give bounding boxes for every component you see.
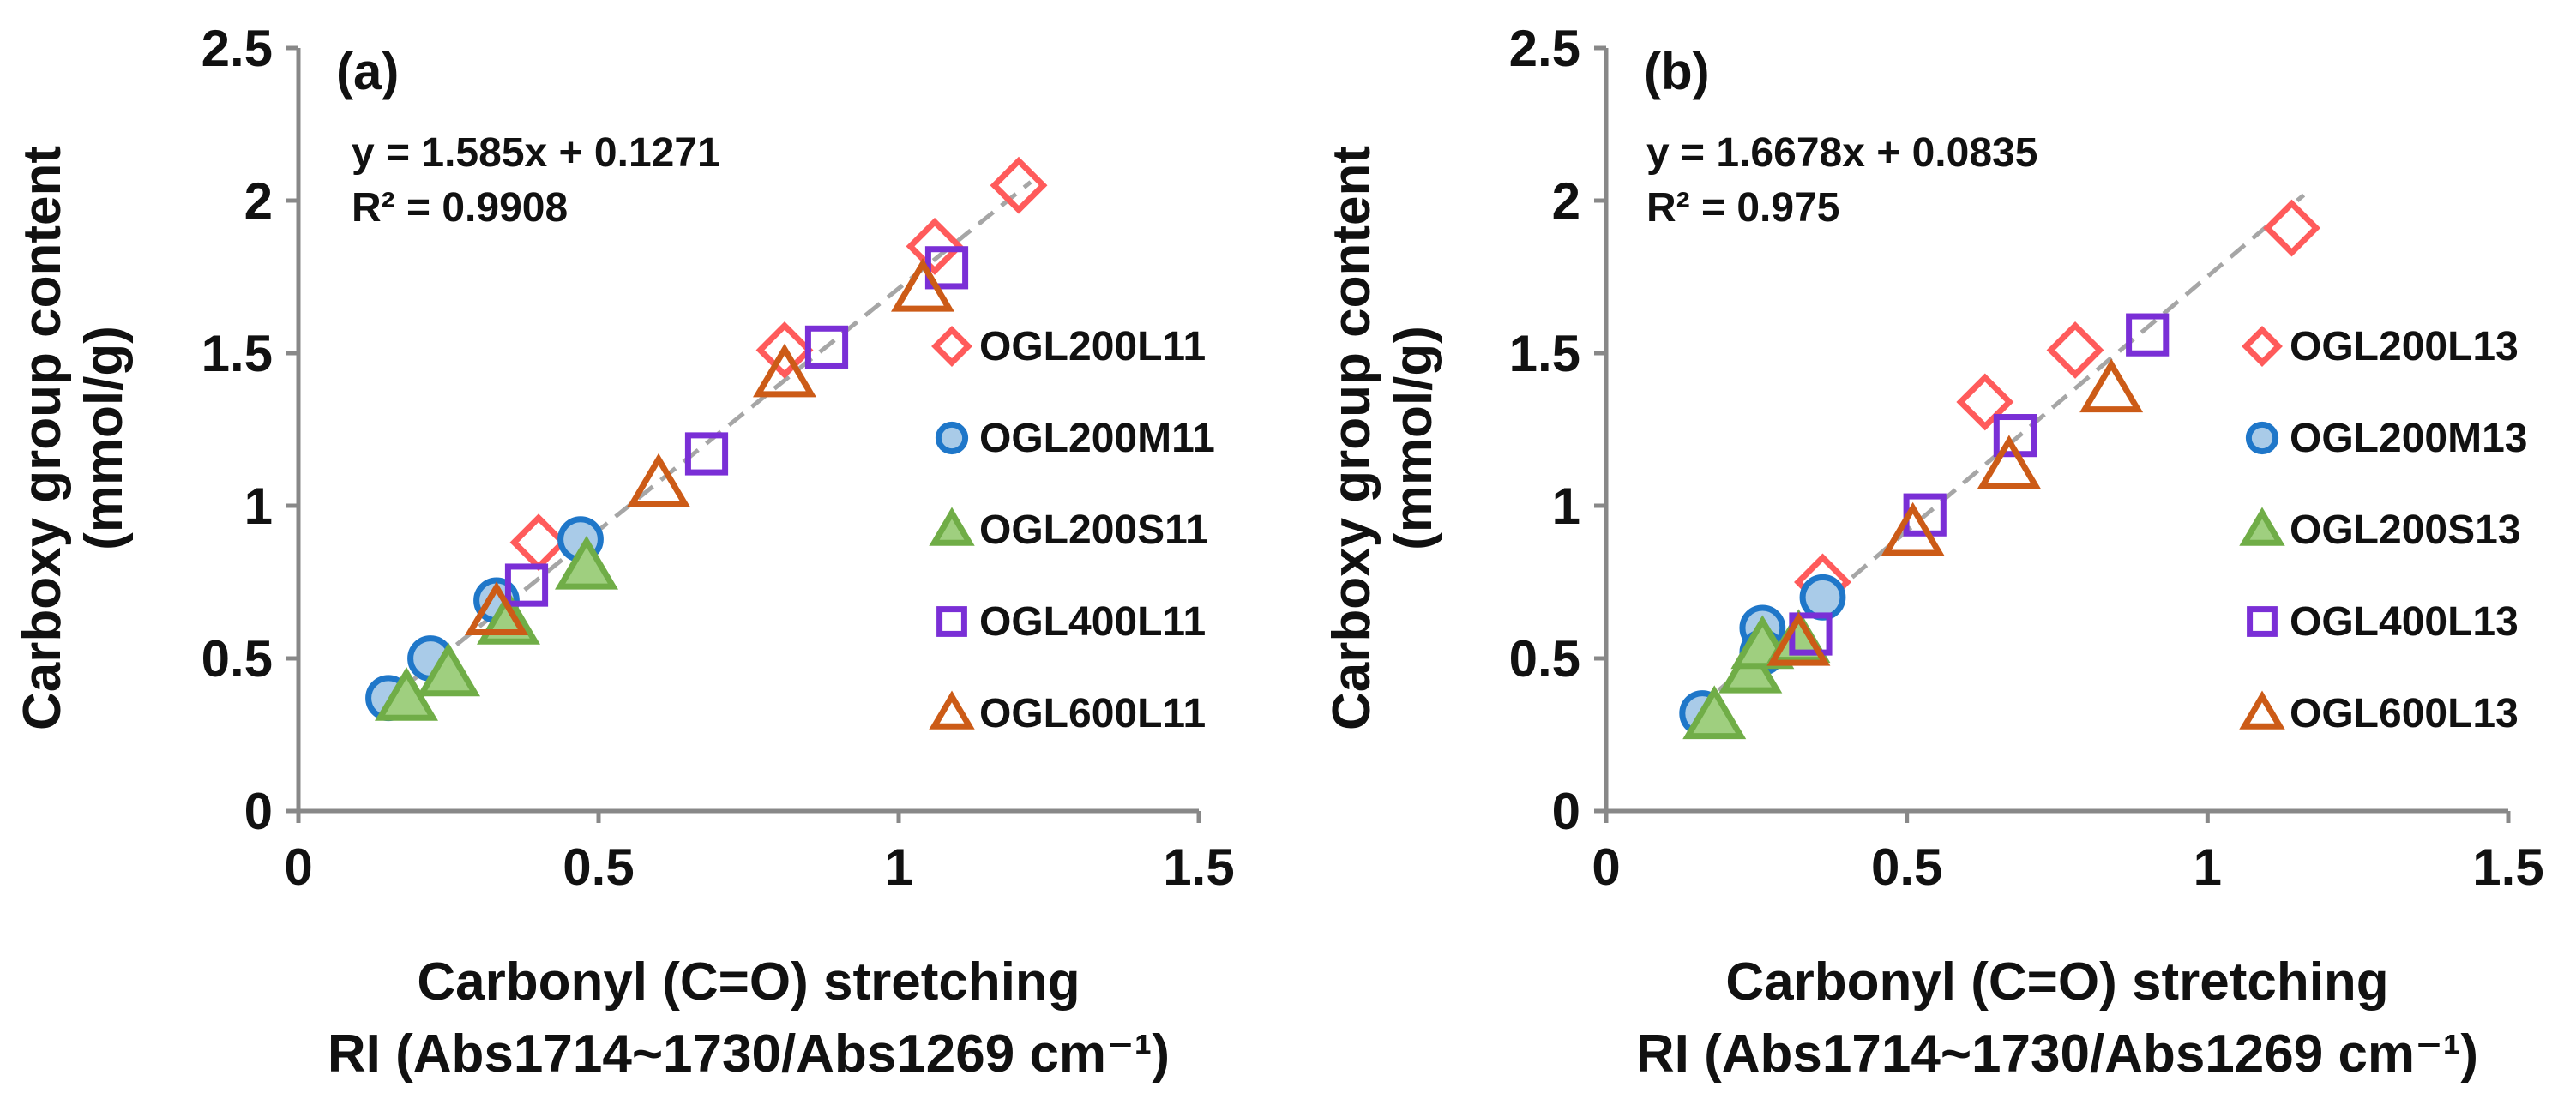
legend-marker	[2239, 507, 2285, 546]
data-point	[755, 321, 814, 379]
panel-label: (a)	[336, 43, 399, 100]
legend-marker	[2245, 421, 2279, 455]
fit-r-squared: R² = 0.975	[1646, 185, 1839, 231]
data-point	[555, 535, 618, 590]
data-point	[2046, 321, 2104, 379]
legend-marker	[935, 421, 969, 455]
y-axis-title-line-1: Carboxy group content	[1322, 146, 1381, 730]
series-OGL600L13	[1766, 358, 2144, 666]
fit-r-squared: R² = 0.9908	[352, 185, 568, 231]
data-point	[2079, 358, 2144, 413]
trendline	[387, 180, 1032, 702]
x-tick-label: 0	[284, 838, 312, 896]
legend-label: OGL200S13	[2290, 507, 2520, 553]
series-OGL600L11	[465, 257, 954, 636]
x-axis-title-line-1: Carbonyl (C=O) stretching	[1725, 952, 2388, 1012]
data-point	[1881, 501, 1945, 556]
x-tick-label: 0	[1592, 838, 1620, 896]
x-tick-label: 1	[884, 838, 912, 896]
y-tick-label: 1	[244, 477, 273, 535]
y-tick-label: 0.5	[202, 630, 273, 688]
legend-label: OGL200M11	[979, 416, 1215, 461]
fit-equation: y = 1.585x + 0.1271	[352, 130, 720, 176]
x-tick-label: 0.5	[563, 838, 634, 896]
data-point	[2126, 313, 2170, 357]
x-tick-label: 1.5	[2472, 838, 2543, 896]
data-point	[804, 325, 849, 369]
y-tick-label: 1	[1552, 477, 1580, 535]
legend-marker	[2239, 690, 2285, 730]
data-point	[465, 581, 528, 636]
legend-label: OGL200L11	[979, 324, 1206, 369]
legend-label: OGL400L11	[979, 599, 1206, 645]
y-axis-title-line-1: Carboxy group content	[13, 146, 72, 730]
y-axis-title-line-2: (mmol/g)	[75, 326, 134, 550]
data-point	[990, 156, 1048, 214]
y-axis-title-line-2: (mmol/g)	[1384, 326, 1443, 550]
data-point	[504, 563, 549, 607]
legend-marker	[936, 606, 967, 637]
legend-marker	[2247, 606, 2278, 637]
y-tick-label: 0.5	[1509, 630, 1580, 688]
data-point	[417, 642, 480, 697]
x-tick-label: 1.5	[1163, 838, 1234, 896]
panel-label: (b)	[1644, 43, 1710, 100]
panel-b: 0 0.5 1 1.5 2 2.5 0 0.5 1 1.5 Carbonyl (C=O) stret…	[1322, 20, 2544, 1084]
x-axis-title-line-2: RI (Abs1714~1730/Abs1269 cm⁻¹)	[1636, 1024, 2478, 1084]
legend-marker	[929, 507, 975, 546]
legend-label: OGL400L13	[2290, 599, 2519, 645]
y-tick-label: 0	[244, 783, 273, 840]
y-tick-label: 2.5	[202, 20, 273, 77]
x-tick-label: 1	[2194, 838, 2222, 896]
legend-label: OGL200M13	[2290, 416, 2527, 461]
data-point	[2263, 199, 2320, 257]
x-tick-label: 0.5	[1871, 838, 1942, 896]
legend-marker	[2242, 326, 2283, 367]
y-tick-label: 1.5	[202, 325, 273, 382]
legend-label: OGL600L13	[2290, 691, 2519, 736]
fit-equation: y = 1.6678x + 0.0835	[1646, 130, 2037, 176]
data-point	[1766, 611, 1831, 666]
y-tick-label: 2.5	[1509, 20, 1580, 77]
data-point	[684, 432, 729, 476]
legend-label: OGL600L11	[979, 691, 1206, 736]
data-point	[1799, 574, 1846, 621]
data-point	[753, 343, 816, 398]
data-point	[1977, 435, 2041, 489]
y-tick-label: 1.5	[1509, 325, 1580, 382]
x-axis-title-line-2: RI (Abs1714~1730/Abs1269 cm⁻¹)	[328, 1024, 1170, 1084]
data-point	[1956, 373, 2014, 431]
data-point	[627, 453, 690, 507]
legend-label: OGL200L13	[2290, 324, 2519, 369]
x-axis-title-line-1: Carbonyl (C=O) stretching	[417, 952, 1080, 1012]
data-point	[891, 257, 954, 312]
legend-label: OGL200S11	[979, 507, 1208, 553]
legend-marker	[929, 690, 975, 730]
data-point	[509, 513, 568, 572]
legend-marker	[931, 326, 972, 367]
panel-a: 0 0.5 1 1.5 2 2.5 0 0.5 1 1.5 Carbonyl (C=O) stret…	[13, 20, 1235, 1084]
y-tick-label: 2	[244, 172, 273, 230]
data-point	[906, 217, 964, 275]
y-tick-label: 2	[1552, 172, 1580, 230]
data-point	[1682, 685, 1747, 740]
y-tick-label: 0	[1552, 783, 1580, 840]
